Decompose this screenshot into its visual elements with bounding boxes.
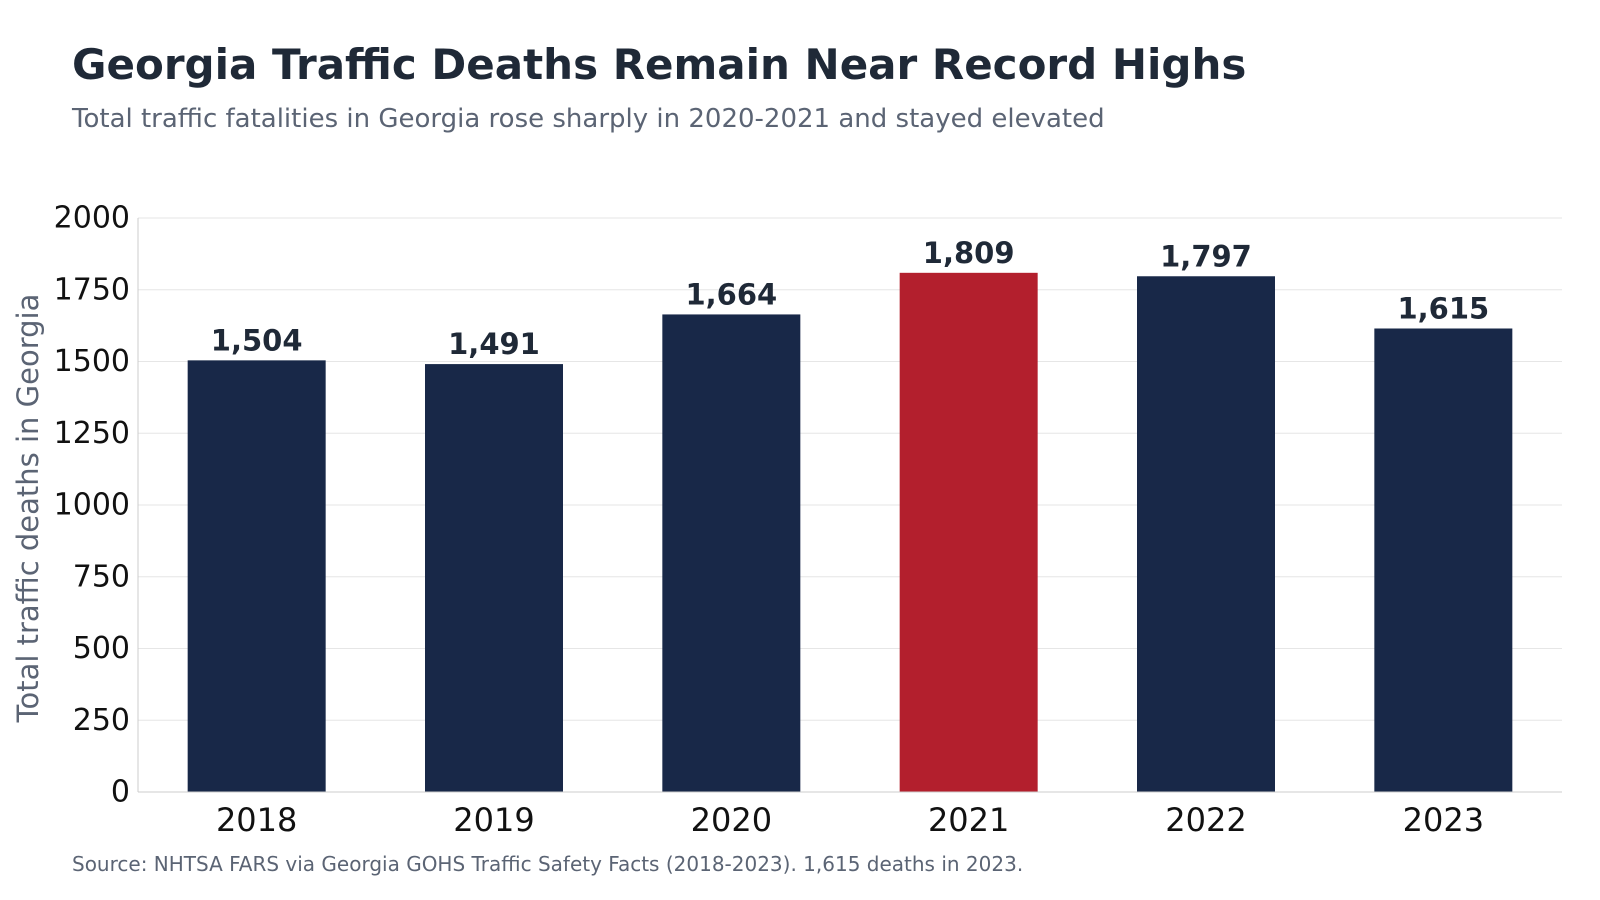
bar-2022 [1137,276,1275,792]
y-axis-title: Total traffic deaths in Georgia [11,294,45,724]
value-label-2020: 1,664 [685,277,777,311]
y-tick-label: 0 [111,775,130,810]
value-label-2023: 1,615 [1397,291,1489,325]
y-tick-label: 500 [73,631,130,666]
y-tick-label: 1500 [54,344,130,379]
x-axis-ticks: 2018 2019 2020 2021 2022 2023 [216,801,1484,839]
bar-2019 [425,364,563,792]
value-label-2021: 1,809 [923,236,1015,270]
bar-2023 [1374,328,1513,792]
bar-2021 [899,272,1038,792]
chart-title: Georgia Traffic Deaths Remain Near Recor… [72,40,1247,89]
y-tick-label: 1250 [54,416,130,451]
bar-2018 [187,360,326,792]
y-tick-label: 750 [73,559,130,594]
bar-2020 [662,314,801,792]
gridlines [138,217,1562,721]
x-tick-label-2019: 2019 [453,801,534,839]
bars [187,272,1513,792]
x-tick-label-2022: 2022 [1165,801,1246,839]
y-tick-label: 1750 [54,272,130,307]
x-tick-label-2023: 2023 [1403,801,1484,839]
x-tick-label-2021: 2021 [928,801,1009,839]
y-axis-ticks: 0 250 500 750 1000 1250 1500 1750 2000 [54,201,130,810]
y-tick-label: 250 [73,703,130,738]
value-label-2022: 1,797 [1160,239,1252,273]
x-tick-label-2018: 2018 [216,801,297,839]
y-tick-label: 1000 [54,488,130,523]
source-note: Source: NHTSA FARS via Georgia GOHS Traf… [72,852,1024,876]
value-label-2019: 1,491 [448,327,540,361]
chart-subtitle: Total traffic fatalities in Georgia rose… [72,104,1105,134]
value-labels: 1,504 1,491 1,664 1,809 1,797 1,615 [211,236,1489,361]
value-label-2018: 1,504 [211,323,303,357]
x-tick-label-2020: 2020 [691,801,772,839]
y-tick-label: 2000 [54,201,130,236]
